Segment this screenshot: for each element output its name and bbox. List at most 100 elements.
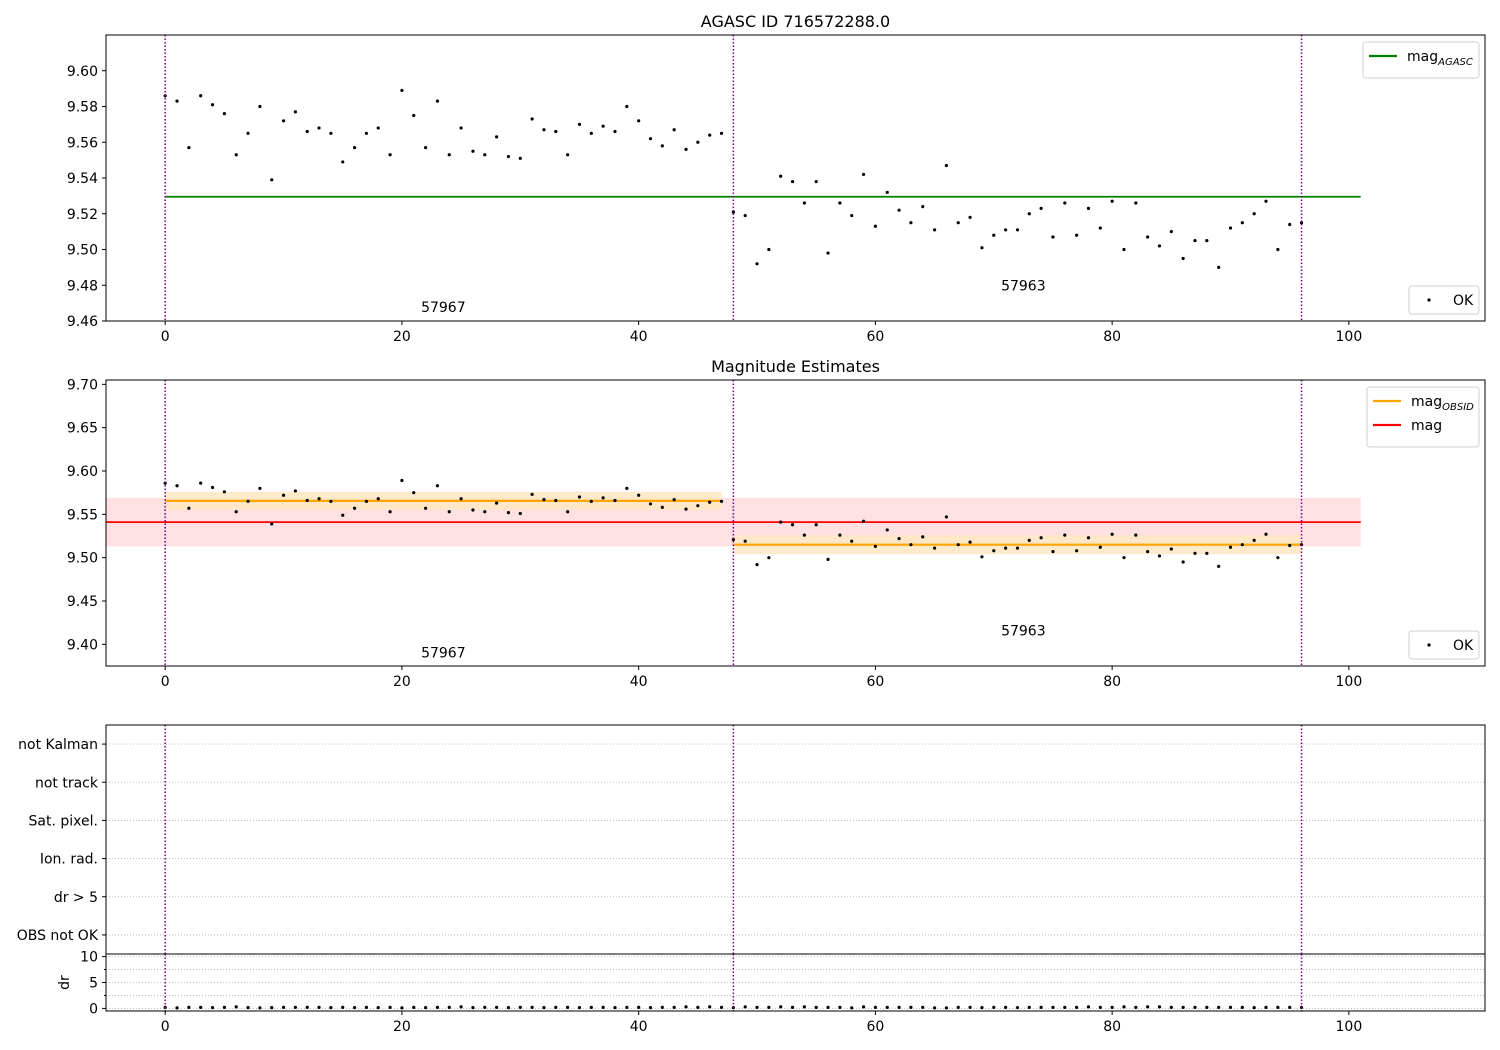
data-point <box>1276 1005 1280 1009</box>
data-point <box>199 1005 203 1009</box>
data-point <box>246 499 250 503</box>
data-point <box>566 153 570 157</box>
x-tick-label: 20 <box>393 1019 411 1035</box>
data-point <box>1098 1005 1102 1009</box>
data-point <box>317 1005 321 1009</box>
data-point <box>696 1005 700 1009</box>
legend-marker <box>1427 298 1431 302</box>
data-point <box>1015 1006 1020 1010</box>
data-point <box>1134 1005 1138 1009</box>
data-point <box>1146 550 1150 554</box>
x-tick-label: 40 <box>630 329 648 345</box>
data-point <box>423 1006 428 1010</box>
data-point <box>317 126 321 130</box>
data-point <box>364 1005 369 1009</box>
data-point <box>1228 226 1233 230</box>
data-point <box>270 522 274 526</box>
data-point <box>932 228 937 232</box>
data-point <box>802 1005 806 1009</box>
data-point <box>873 1005 877 1009</box>
data-point <box>826 1005 830 1009</box>
plot-area: 57967 57963 <box>106 380 1361 666</box>
data-point <box>1051 1005 1055 1009</box>
data-point <box>1240 1005 1244 1009</box>
obsid-label: 57967 <box>421 645 466 661</box>
chart-panel-1: 57967 57963 9.46 9.48 9.50 9.52 9.54 9.56 9.58 9.… <box>67 12 1486 345</box>
data-point <box>1252 1006 1256 1010</box>
data-point <box>435 484 440 488</box>
data-point <box>506 154 511 159</box>
data-point <box>1228 545 1233 549</box>
data-point <box>802 201 806 205</box>
y-tick-label: 9.55 <box>67 507 98 523</box>
data-point <box>1110 1005 1114 1009</box>
data-point <box>980 555 984 559</box>
data-point <box>802 533 806 537</box>
obsid-label: 57967 <box>421 300 466 316</box>
data-point <box>850 1006 854 1010</box>
data-point <box>1004 546 1008 550</box>
data-point <box>767 556 771 560</box>
data-point <box>601 496 605 500</box>
data-point <box>388 510 392 514</box>
y-tick-label: not Kalman <box>18 737 98 753</box>
data-point <box>1181 256 1185 261</box>
data-point <box>530 117 534 121</box>
data-point <box>1134 201 1138 205</box>
data-point <box>459 497 463 501</box>
data-point <box>246 131 250 135</box>
data-point <box>637 1005 641 1009</box>
data-point <box>672 128 676 132</box>
data-point <box>1051 235 1055 239</box>
data-point <box>566 510 570 514</box>
data-point <box>932 546 937 550</box>
data-point <box>861 519 866 523</box>
y-tick-label: 9.52 <box>67 207 98 223</box>
legend-box <box>1408 285 1480 315</box>
data-point <box>613 498 617 503</box>
legend-points: OK <box>1408 630 1480 660</box>
data-point <box>175 484 179 488</box>
data-point <box>1039 206 1043 210</box>
data-point <box>1122 556 1126 560</box>
plot-area <box>106 725 1485 954</box>
data-point <box>1288 543 1292 548</box>
data-point <box>542 128 546 132</box>
data-point <box>423 506 428 510</box>
legend-label: OK <box>1453 293 1474 309</box>
data-point <box>495 501 499 505</box>
data-point <box>329 131 333 135</box>
data-point <box>388 153 392 157</box>
data-point <box>1027 1005 1031 1009</box>
x-tick-label: 100 <box>1336 329 1363 345</box>
data-point <box>814 523 818 527</box>
data-point <box>400 478 404 483</box>
data-point <box>412 1005 416 1009</box>
data-point <box>767 247 771 252</box>
data-point <box>1146 235 1150 239</box>
data-point <box>873 544 877 549</box>
data-point <box>743 213 747 218</box>
legend-points: OK <box>1408 285 1480 315</box>
data-point <box>838 1005 842 1009</box>
data-point <box>447 1005 451 1009</box>
x-tick-label: 80 <box>1103 1019 1121 1035</box>
data-point <box>1039 1005 1043 1009</box>
data-point <box>400 88 404 93</box>
chart-title: AGASC ID 716572288.0 <box>701 12 890 31</box>
data-point <box>897 537 901 541</box>
data-point <box>755 563 759 567</box>
data-point <box>1217 564 1221 568</box>
data-point <box>1063 1005 1067 1009</box>
data-point <box>1039 536 1043 540</box>
data-point <box>1086 536 1091 540</box>
data-point <box>1205 238 1209 243</box>
data-point <box>1264 199 1268 203</box>
y-tick-label: 10 <box>80 950 98 966</box>
data-point <box>719 131 724 135</box>
data-point <box>577 1006 582 1010</box>
data-point <box>518 1005 522 1009</box>
data-point <box>459 1005 463 1009</box>
